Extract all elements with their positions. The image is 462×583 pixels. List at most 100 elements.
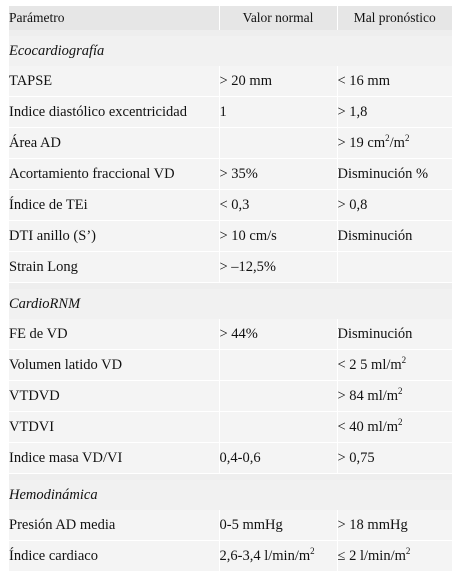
param-cell: TAPSE [9,66,219,97]
bad-prognosis-text: < 2 5 ml/m [337,356,402,373]
table-row: Acortamiento fraccional VD > 35% Disminuci… [9,158,452,190]
bad-prognosis-cell: > 0,75 [336,442,452,474]
normal-value-text: 2,6-3,4 l/min/m [219,547,311,564]
superscript: 2 [385,132,390,143]
superscript: 2 [401,354,407,365]
param-cell: VTDVD [9,380,219,412]
bad-prognosis-cell: < 2 5 ml/m2 [336,349,452,381]
param-cell: Acortamiento fraccional VD [9,158,219,190]
bad-prognosis-text: > 84 ml/m [337,387,399,404]
parameters-table: Parámetro Valor normal Mal pronóstico Ec… [9,6,452,572]
section-row: CardioRNM [9,289,452,319]
section-title: Ecocardiografía [9,36,452,66]
bad-prognosis-text: > 0,8 [337,196,368,213]
superscript: 2 [398,416,403,427]
bad-prognosis-cell: Disminución [336,319,452,350]
table-row: Índice de TEi < 0,3 > 0,8 [9,189,452,221]
normal-value-cell: 0,4-0,6 [218,442,337,474]
normal-value-text: > 20 mm [219,72,272,89]
table-row: Presión AD media 0-5 mmHg > 18 mmHg [9,510,452,541]
bad-prognosis-cell: > 18 mmHg [336,510,452,541]
section-spacer [9,473,452,480]
superscript: 2 [310,545,315,556]
table-row: Índice cardiaco 2,6-3,4 l/min/m2 ≤ 2 l/min… [9,540,452,572]
normal-value-cell [218,127,337,159]
bad-prognosis-cell: Disminución [336,220,452,252]
bad-prognosis-text: Disminución [337,325,413,342]
bad-prognosis-text: ≤ 2 l/min/m [337,547,406,564]
bad-prognosis-cell: Disminución % [336,158,452,190]
table-row: Área AD > 19 cm2/m2 [9,127,452,159]
table-row: Indice diastólico excentricidad 1 > 1,8 [9,96,452,128]
normal-value-cell: < 0,3 [218,189,337,221]
bad-prognosis-cell: > 0,8 [336,189,452,221]
normal-value-cell: 0-5 mmHg [218,510,337,541]
spacer-cell [9,30,452,36]
normal-value-cell: 2,6-3,4 l/min/m2 [218,540,337,572]
section-spacer [9,30,452,36]
table-row: VTDVI < 40 ml/m2 [9,411,452,443]
bad-prognosis-text: > 18 mmHg [337,516,408,533]
normal-value-text: > 44% [219,325,258,342]
param-cell: Índice cardiaco [9,540,219,572]
normal-value-cell: > –12,5% [218,251,337,283]
normal-value-cell: > 10 cm/s [218,220,337,252]
normal-value-cell: 1 [218,96,337,128]
header-mal-pronostico: Mal pronóstico [336,6,452,30]
normal-value-text: < 0,3 [219,196,250,213]
bad-prognosis-text: < 16 mm [337,72,390,89]
header-valor-normal: Valor normal [218,6,337,30]
table-header: Parámetro Valor normal Mal pronóstico [9,6,452,30]
param-cell: VTDVI [9,411,219,443]
section-title: CardioRNM [9,289,452,319]
normal-value-cell [218,380,337,412]
param-cell: Índice de TEi [9,189,219,221]
table-row: Indice masa VD/VI 0,4-0,6 > 0,75 [9,442,452,474]
param-cell: DTI anillo (S’) [9,220,219,252]
bad-prognosis-text: Disminución [337,227,413,244]
table-row: VTDVD > 84 ml/m2 [9,380,452,412]
table-body: Ecocardiografía TAPSE > 20 mm < 16 mm Indice… [9,30,452,572]
param-cell: Presión AD media [9,510,219,541]
normal-value-cell: > 20 mm [218,66,337,97]
bad-prognosis-cell: < 40 ml/m2 [336,411,452,443]
param-cell: Área AD [9,127,219,159]
table-row: Strain Long > –12,5% [9,251,452,283]
bad-prognosis-cell [336,251,452,283]
param-cell: Strain Long [9,251,219,283]
param-cell: Volumen latido VD [9,349,219,381]
param-cell: Indice diastólico excentricidad [9,96,219,128]
bad-prognosis-text: Disminución % [337,165,429,182]
table-row: DTI anillo (S’) > 10 cm/s Disminución [9,220,452,252]
normal-value-text: > 35% [219,165,258,182]
bad-prognosis-text: > 1,8 [337,103,368,120]
bad-prognosis-cell: < 16 mm [336,66,452,97]
param-cell: FE de VD [9,319,219,350]
normal-value-text: 1 [219,103,227,120]
table-row: Volumen latido VD < 2 5 ml/m2 [9,349,452,381]
section-spacer [9,282,452,289]
superscript: 2 [404,132,410,143]
normal-value-cell [218,349,337,381]
bad-prognosis-text: > 0,75 [337,449,375,466]
section-row: Ecocardiografía [9,36,452,66]
bad-prognosis-cell: > 19 cm2/m2 [336,127,452,159]
normal-value-text: 0-5 mmHg [219,516,283,533]
bad-prognosis-cell: ≤ 2 l/min/m2 [336,540,452,572]
normal-value-cell: > 44% [218,319,337,350]
table-row: TAPSE > 20 mm < 16 mm [9,66,452,97]
bad-prognosis-cell: > 84 ml/m2 [336,380,452,412]
bad-prognosis-text: > 19 cm [337,134,386,151]
table-row: FE de VD > 44% Disminución [9,319,452,350]
superscript: 2 [405,545,411,556]
bad-prognosis-unit: /m [389,134,405,151]
normal-value-text: > 10 cm/s [219,227,277,244]
spacer-cell [9,473,452,480]
normal-value-text: > –12,5% [219,258,277,275]
header-row: Parámetro Valor normal Mal pronóstico [9,6,452,30]
spacer-cell [9,282,452,289]
superscript: 2 [398,385,403,396]
normal-value-text: 0,4-0,6 [219,449,261,466]
param-cell: Indice masa VD/VI [9,442,219,474]
section-title: Hemodinámica [9,480,452,510]
